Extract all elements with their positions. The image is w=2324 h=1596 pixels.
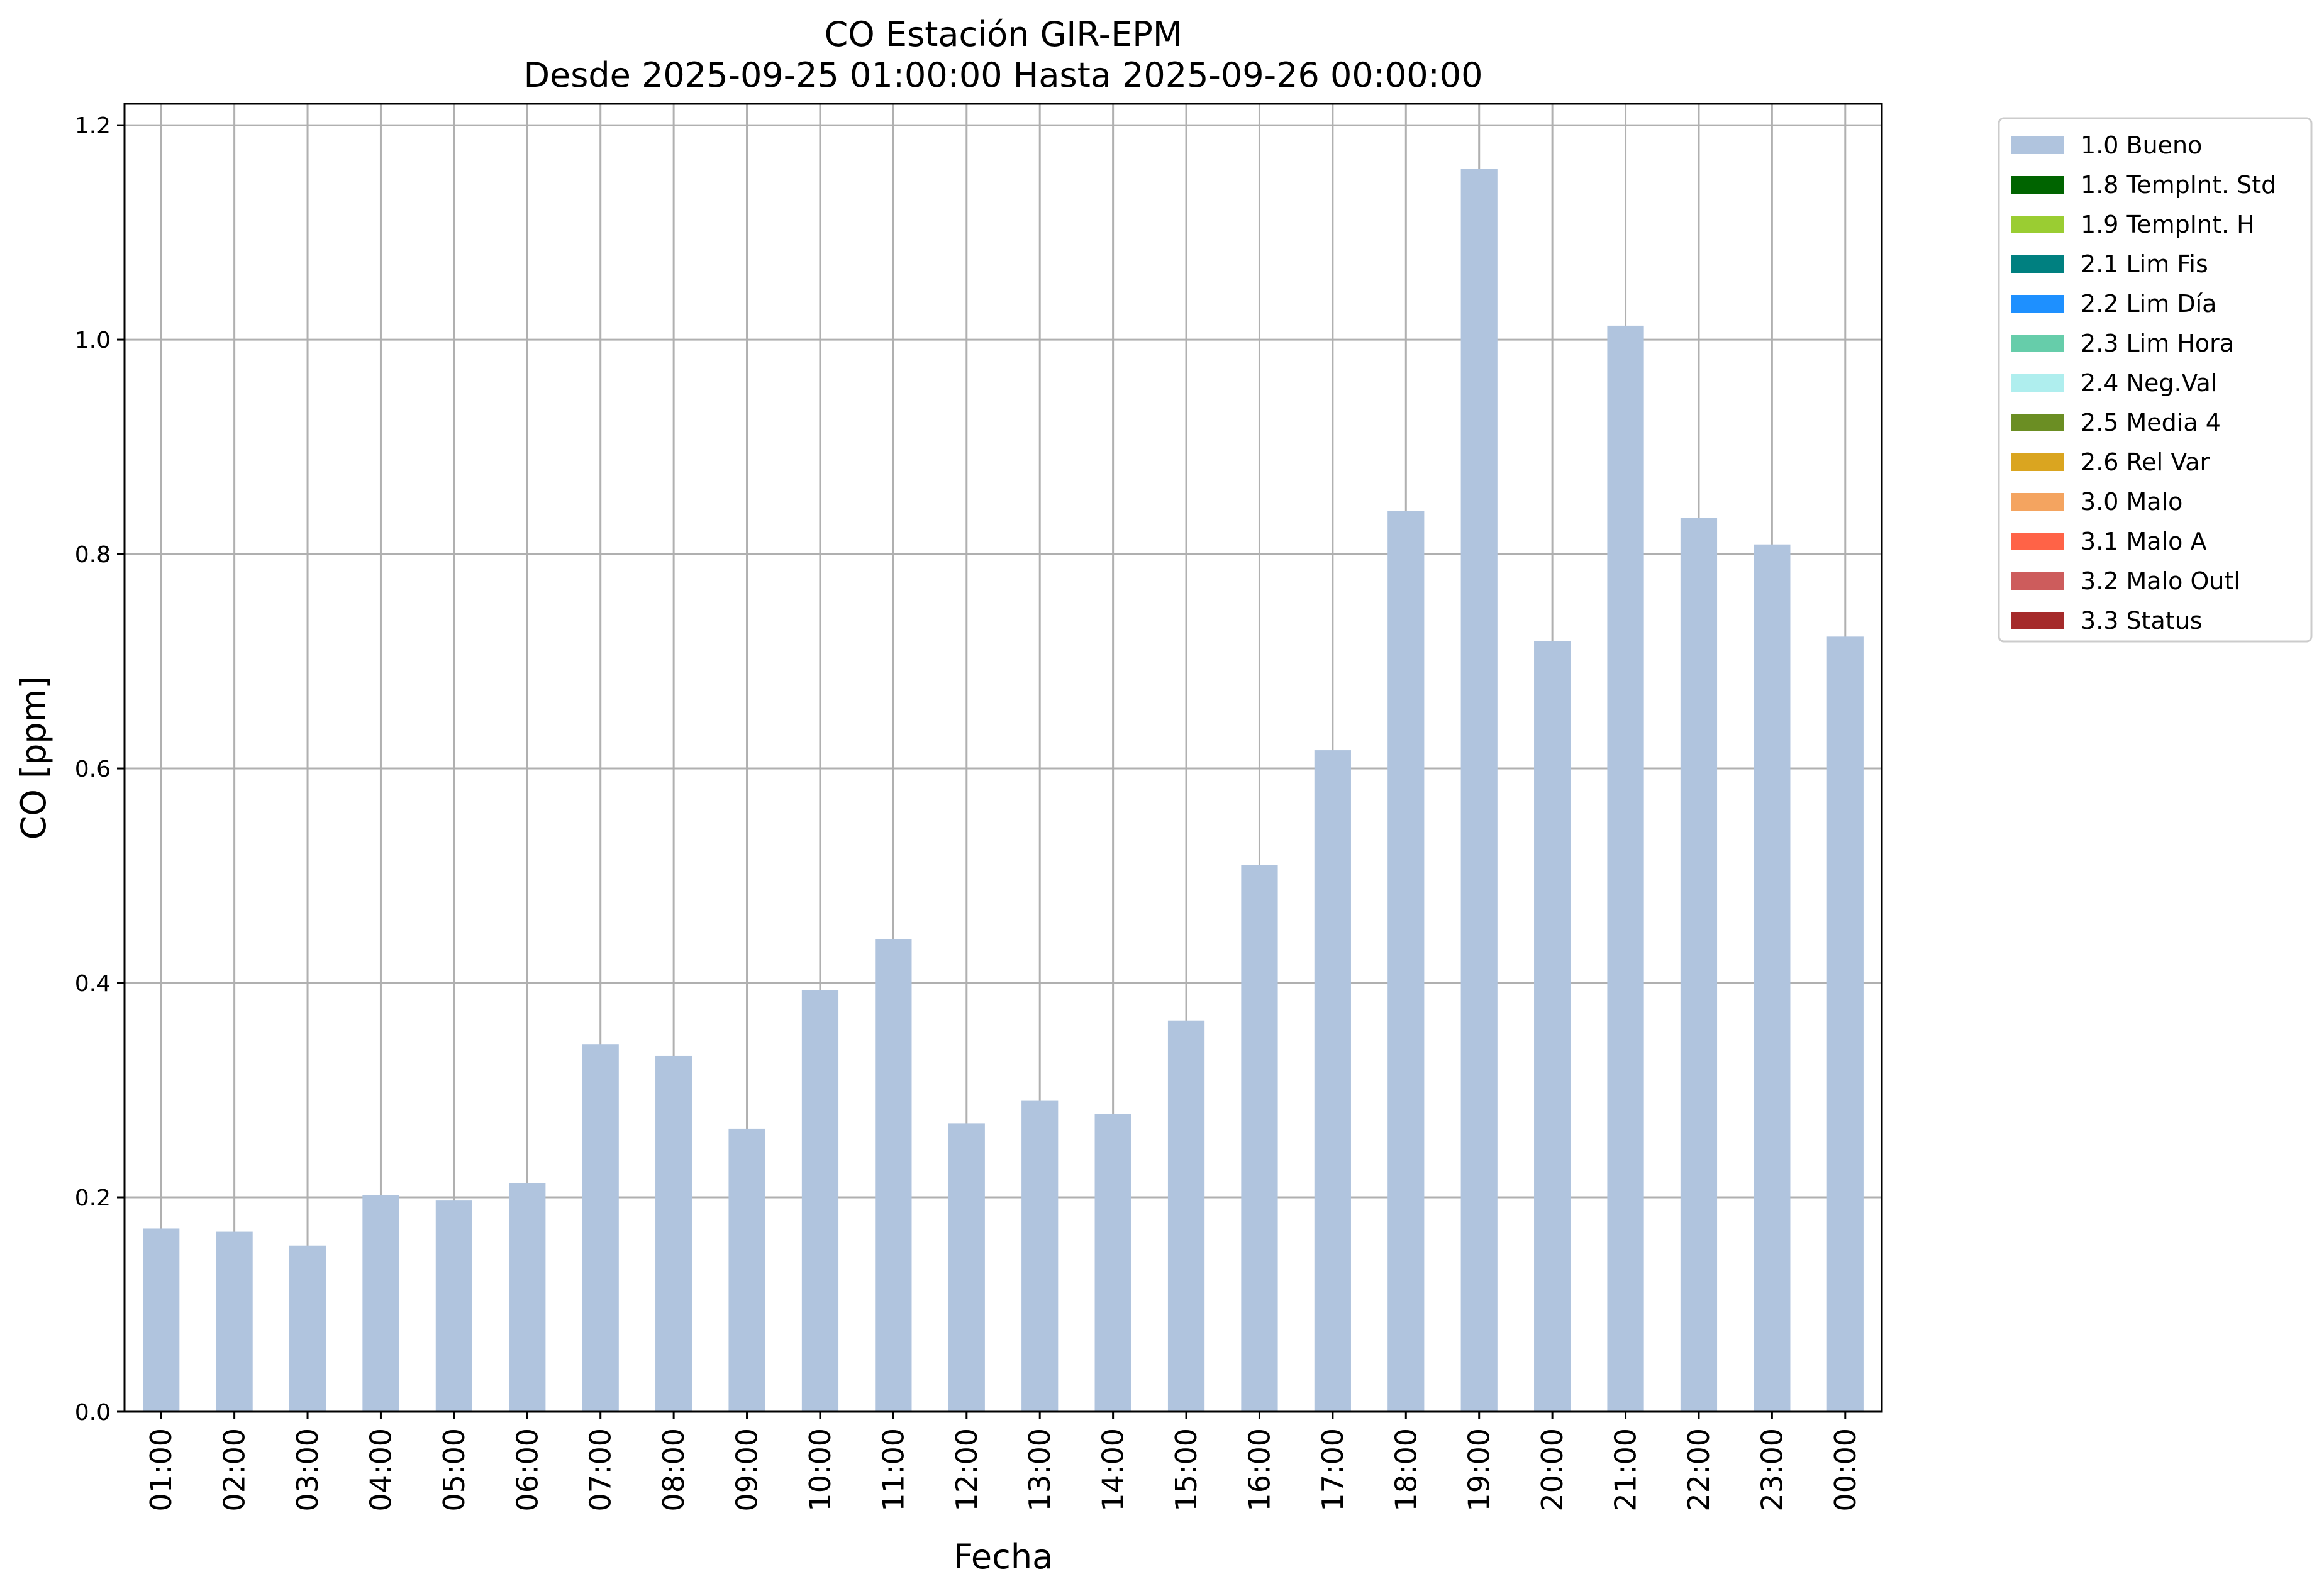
- legend-swatch: [2011, 493, 2064, 511]
- bar-0100: [143, 1228, 180, 1412]
- legend-swatch: [2011, 255, 2064, 273]
- x-tick-label: 18:00: [1389, 1428, 1423, 1512]
- legend-swatch: [2011, 136, 2064, 154]
- bar-1500: [1167, 1020, 1205, 1412]
- legend-entry-label: 1.0 Bueno: [2081, 131, 2202, 159]
- x-tick-label: 10:00: [803, 1428, 837, 1512]
- x-tick-label: 08:00: [657, 1428, 691, 1512]
- y-tick-label: 0.4: [75, 971, 111, 997]
- bar-0800: [655, 1055, 692, 1412]
- legend-swatch: [2011, 414, 2064, 431]
- legend-swatch: [2011, 176, 2064, 194]
- legend-entry-label: 3.0 Malo: [2081, 488, 2182, 516]
- bar-0400: [362, 1195, 399, 1412]
- chart-title: CO Estación GIR-EPM: [825, 14, 1182, 54]
- bar-0500: [435, 1200, 472, 1412]
- x-tick-label: 01:00: [144, 1428, 178, 1512]
- bar-0900: [728, 1128, 765, 1412]
- legend-swatch: [2011, 533, 2064, 550]
- legend-entry-label: 2.2 Lim Día: [2081, 290, 2216, 318]
- x-tick-label: 16:00: [1242, 1428, 1276, 1512]
- bar-1000: [801, 990, 839, 1412]
- legend-entry-label: 3.1 Malo A: [2081, 528, 2206, 555]
- legend-entry-label: 2.4 Neg.Val: [2081, 369, 2217, 397]
- legend-swatch: [2011, 374, 2064, 392]
- x-tick-label: 12:00: [950, 1428, 984, 1512]
- x-tick-label: 03:00: [291, 1428, 325, 1512]
- chart-subtitle: Desde 2025-09-25 01:00:00 Hasta 2025-09-…: [523, 55, 1482, 95]
- bar-1900: [1460, 169, 1498, 1412]
- y-tick-label: 1.2: [75, 113, 111, 139]
- bar-0700: [582, 1044, 619, 1412]
- legend-swatch: [2011, 295, 2064, 313]
- x-tick-label: 11:00: [876, 1428, 910, 1512]
- bar-0600: [509, 1183, 546, 1412]
- bar-2300: [1754, 544, 1791, 1412]
- bar-1300: [1021, 1100, 1059, 1412]
- plot-area-frame: [123, 103, 1883, 1413]
- x-tick-label: 23:00: [1755, 1428, 1789, 1512]
- legend-swatch: [2011, 572, 2064, 590]
- legend-frame: [1998, 117, 2313, 643]
- x-tick-label: 02:00: [218, 1428, 252, 1512]
- x-tick-label: 20:00: [1535, 1428, 1569, 1512]
- x-tick-label: 15:00: [1169, 1428, 1203, 1512]
- legend-entry-label: 2.1 Lim Fis: [2081, 250, 2208, 278]
- legend-swatch: [2011, 612, 2064, 629]
- bar-2000: [1534, 641, 1571, 1412]
- legend-entry-label: 3.3 Status: [2081, 607, 2203, 635]
- x-tick-label: 14:00: [1096, 1428, 1130, 1512]
- y-axis-label: CO [ppm]: [14, 676, 53, 840]
- x-tick-label: 00:00: [1828, 1428, 1862, 1512]
- x-tick-label: 07:00: [584, 1428, 618, 1512]
- x-tick-label: 22:00: [1682, 1428, 1716, 1512]
- y-tick-label: 0.8: [75, 542, 111, 568]
- bar-0200: [216, 1231, 253, 1412]
- x-tick-label: 17:00: [1316, 1428, 1350, 1512]
- bars-layer: [143, 169, 1864, 1412]
- legend-entry-label: 1.9 TempInt. H: [2081, 211, 2255, 238]
- x-tick-label: 06:00: [510, 1428, 544, 1512]
- legend: 1.0 Bueno 1.8 TempInt. Std 1.9 TempInt. H 2…: [1998, 117, 2313, 643]
- bar-1800: [1387, 511, 1425, 1412]
- bar-2200: [1680, 518, 1718, 1412]
- x-axis-label: Fecha: [954, 1537, 1053, 1577]
- bar-1700: [1314, 750, 1351, 1412]
- bar-1100: [875, 939, 912, 1412]
- x-tick-label: 04:00: [364, 1428, 398, 1512]
- bar-1600: [1241, 865, 1278, 1412]
- x-tick-label: 13:00: [1023, 1428, 1057, 1512]
- x-tick-label: 05:00: [437, 1428, 471, 1512]
- legend-swatch: [2011, 335, 2064, 352]
- ticks-layer: 0.0 0.2 0.4 0.6 0.8 1.0 1.2 01:00 02:00 03:00 04:0…: [75, 113, 1862, 1511]
- legend-entry-label: 1.8 TempInt. Std: [2081, 171, 2276, 199]
- bar-1400: [1094, 1114, 1131, 1412]
- x-tick-label: 21:00: [1609, 1428, 1643, 1512]
- x-tick-label: 19:00: [1462, 1428, 1496, 1512]
- y-tick-label: 1.0: [75, 328, 111, 353]
- legend-swatch: [2011, 453, 2064, 471]
- legend-entry-label: 2.5 Media 4: [2081, 409, 2221, 436]
- legend-entry-label: 3.2 Malo Outl: [2081, 567, 2240, 595]
- bar-0300: [289, 1245, 326, 1412]
- y-tick-label: 0.6: [75, 756, 111, 782]
- legend-swatch: [2011, 216, 2064, 233]
- bar-0000: [1826, 636, 1864, 1412]
- bar-1200: [948, 1123, 985, 1412]
- legend-entry-label: 2.3 Lim Hora: [2081, 330, 2234, 357]
- y-tick-label: 0.0: [75, 1400, 111, 1426]
- legend-entry-label: 2.6 Rel Var: [2081, 448, 2210, 476]
- x-tick-label: 09:00: [730, 1428, 764, 1512]
- y-tick-label: 0.2: [75, 1185, 111, 1211]
- bar-2100: [1607, 325, 1644, 1412]
